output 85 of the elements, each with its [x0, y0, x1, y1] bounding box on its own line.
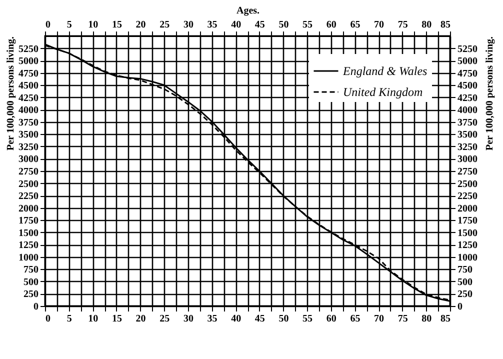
- x-tick-label: 25: [160, 20, 170, 30]
- x-tick-label: 70: [374, 20, 384, 30]
- y2-tick-label: 3000: [458, 154, 478, 166]
- x2-tick-label: 65: [350, 314, 360, 324]
- y-tick-label: 4750: [18, 68, 38, 80]
- x2-tick-label: 0: [46, 314, 50, 324]
- x2-tick-label: 50: [278, 314, 289, 324]
- x2-tick-label: 25: [160, 314, 170, 324]
- x2-tick-label: 55: [302, 314, 313, 324]
- x-tick-label: 40: [231, 20, 242, 30]
- legend-label: England & Wales: [342, 64, 428, 78]
- y2-tick-label: 250: [458, 289, 472, 300]
- y-tick-label: 5000: [18, 56, 38, 68]
- y-tick-label: 0: [34, 302, 38, 312]
- y2-tick-label: 0: [458, 302, 462, 312]
- x-tick-label: 30: [183, 20, 194, 30]
- y-tick-label: 2250: [18, 191, 38, 202]
- y2-tick-label: 5250: [458, 44, 478, 55]
- y-tick-label: 3750: [18, 117, 38, 128]
- x2-tick-label: 15: [112, 314, 122, 324]
- y-tick-label: 4250: [18, 92, 38, 104]
- x2-tick-label: 5: [66, 314, 72, 324]
- x2-tick-label: 40: [231, 314, 242, 324]
- y2-tick-label: 500: [458, 276, 472, 288]
- y2-tick-label: 4250: [458, 92, 478, 104]
- x2-tick-label: 70: [374, 314, 384, 324]
- y-tick-label: 3000: [18, 154, 38, 166]
- x2-tick-label: 35: [207, 314, 218, 324]
- y2-tick-label: 1000: [458, 252, 478, 264]
- x2-tick-label: 60: [326, 314, 336, 324]
- x2-tick-label: 30: [183, 314, 194, 324]
- x2-tick-label: 75: [398, 314, 408, 324]
- x-tick-label: 20: [136, 20, 146, 30]
- x-tick-label: 5: [66, 20, 72, 30]
- y-axis-title: Per 100,000 persons living.: [6, 36, 16, 150]
- y2-tick-label: 750: [458, 264, 472, 276]
- x2-tick-label: 10: [88, 314, 98, 324]
- y2-tick-label: 2000: [458, 203, 478, 214]
- y2-tick-label: 2750: [458, 166, 478, 178]
- y-tick-label: 1250: [18, 240, 38, 252]
- x2-tick-label: 80: [422, 314, 432, 324]
- y-tick-label: 3250: [18, 142, 38, 153]
- y-tick-label: 5250: [18, 44, 38, 55]
- x-tick-label: 60: [326, 20, 336, 30]
- x-tick-label: 50: [278, 20, 289, 30]
- y-tick-label: 2000: [18, 203, 38, 214]
- x-tick-label: 80: [422, 20, 432, 30]
- x-tick-label: 45: [254, 20, 265, 30]
- y-tick-label: 3500: [18, 130, 38, 141]
- y2-tick-label: 2250: [458, 191, 478, 202]
- y2-tick-label: 3750: [458, 117, 478, 128]
- y2-tick-label: 4750: [458, 68, 478, 80]
- x2-tick-label: 45: [254, 314, 265, 324]
- y2-tick-label: 1500: [458, 228, 478, 239]
- x-tick-label: 35: [207, 20, 218, 30]
- y-tick-label: 1750: [18, 216, 38, 227]
- y2-tick-label: 2500: [458, 178, 478, 190]
- y-tick-label: 4500: [18, 80, 38, 92]
- y-tick-label: 2500: [18, 178, 38, 190]
- y2-tick-label: 1750: [458, 216, 478, 227]
- x2-tick-label: 20: [136, 314, 146, 324]
- x-tick-label: 15: [112, 20, 122, 30]
- x-tick-label: 75: [398, 20, 408, 30]
- y2-tick-label: 3250: [458, 142, 478, 153]
- y2-tick-label: 3500: [458, 130, 478, 141]
- x-tick-label: 65: [350, 20, 360, 30]
- x-tick-label: 55: [302, 20, 313, 30]
- y-tick-label: 1000: [18, 252, 38, 264]
- x-tick-label: 10: [88, 20, 98, 30]
- y-tick-label: 4000: [18, 105, 38, 116]
- y2-tick-label: 1250: [458, 240, 478, 252]
- x2-axis-title: Ages.: [236, 6, 260, 16]
- y2-tick-label: 5000: [458, 56, 478, 68]
- y2-tick-label: 4500: [458, 80, 478, 92]
- x2-tick-label: 85: [440, 314, 450, 324]
- y2-axis-title: Per 100,000 persons living.: [484, 36, 496, 150]
- y-tick-label: 2750: [18, 166, 38, 178]
- legend-label: United Kingdom: [343, 85, 423, 99]
- y-tick-label: 750: [24, 264, 38, 276]
- x-tick-label: 85: [440, 20, 450, 30]
- y2-tick-label: 4000: [458, 105, 478, 116]
- y-tick-label: 500: [24, 276, 38, 288]
- y-tick-label: 250: [24, 289, 38, 300]
- x-tick-label: 0: [46, 20, 50, 30]
- y-tick-label: 1500: [18, 228, 38, 239]
